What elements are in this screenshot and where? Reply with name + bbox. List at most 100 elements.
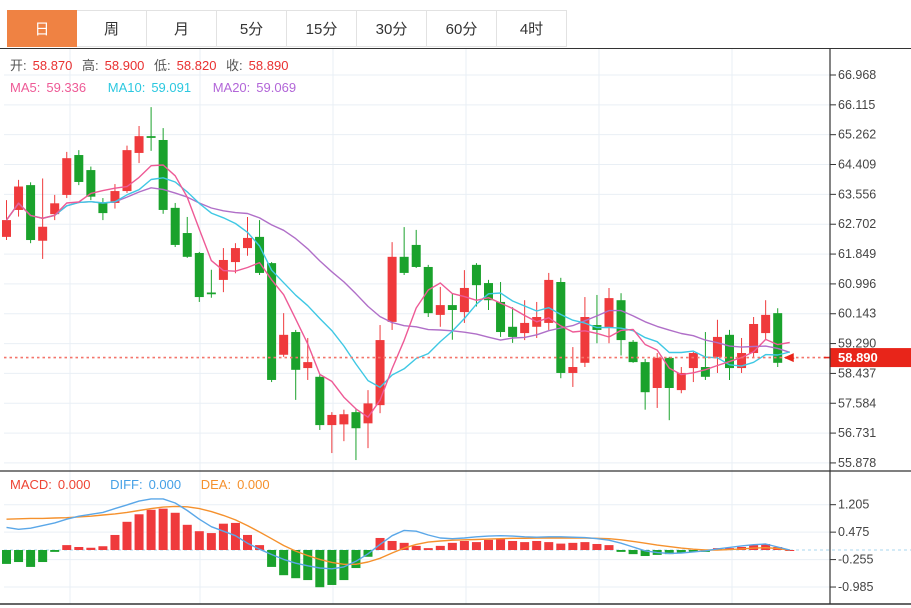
kline-chart[interactable]: 66.968 66.115 65.262 64.409 63.556 62.702 61.8… [0,48,911,608]
price-tick-label: 59.290 [838,337,876,351]
candle-body [387,256,397,322]
price-tick-label: 56.731 [838,426,876,440]
high-value: 58.900 [104,58,145,73]
candle-body [773,313,783,363]
macd-hist-bar [279,550,289,576]
macd-hist-bar [592,543,602,550]
candle-body [315,376,325,426]
candle-body [737,353,747,369]
tab-周[interactable]: 周 [77,10,147,47]
macd-hist-bar [110,534,120,550]
ma20-line [5,187,790,353]
macd-hist-bar [471,542,481,550]
diff-value: 0.000 [148,477,182,492]
macd-hist-bar [339,550,349,581]
last-price-badge-text: 58.890 [838,350,878,365]
low-value: 58.820 [176,58,217,73]
candle-body [411,244,421,267]
macd-hist-bar [616,550,626,552]
macd-hist-bar [459,540,469,550]
candle-body [435,305,445,315]
candle-body [351,412,361,429]
tab-日[interactable]: 日 [7,10,77,47]
macd-hist-bar [411,545,421,550]
ma-info-row: MA5: 59.336 MA10: 59.091 MA20: 59.069 [10,80,302,95]
macd-hist-bar [664,550,674,555]
price-tick-label: 57.584 [838,396,876,410]
candle-body [508,326,518,337]
candle-body [206,292,216,295]
ma5-value: 59.336 [46,80,87,95]
candle-body [170,207,180,245]
candle-body [327,414,337,426]
macd-hist-bar [387,540,397,550]
macd-hist-bar [218,523,228,550]
price-tick-label: 66.968 [838,68,876,82]
macd-hist-bar [26,550,36,567]
macd-hist-bar [98,546,108,550]
tab-4时[interactable]: 4时 [497,10,567,47]
candle-body [544,279,554,323]
macd-hist-bar [676,550,686,554]
tab-60分[interactable]: 60分 [427,10,497,47]
candle-body [712,336,722,357]
macd-hist-bar [544,542,554,550]
macd-hist-bar [520,542,530,550]
macd-hist-bar [556,543,566,550]
macd-hist-bar [532,540,542,550]
candle-body [604,298,614,328]
ma5-line [5,164,790,418]
macd-hist-bar [267,550,277,567]
candle-body [303,362,313,369]
macd-hist-bar [640,550,650,557]
price-tick-label: 58.437 [838,366,876,380]
macd-hist-bar [38,550,48,563]
candle-body [182,233,192,257]
macd-hist-bar [447,542,457,550]
timeframe-tab-bar: 日周月 5分 15分 30分 60分 4时 [0,0,911,48]
macd-label: MACD: [10,477,52,492]
macd-hist-bar [170,512,180,550]
macd-hist-bar [580,542,590,550]
candle-body [339,414,349,425]
close-label: 收: [226,58,243,73]
macd-hist-bar [122,521,132,550]
candle-body [50,203,60,215]
tab-15分[interactable]: 15分 [287,10,357,47]
candle-body [110,191,120,203]
tab-月[interactable]: 月 [147,10,217,47]
last-price-badge[interactable] [830,348,911,368]
macd-hist-bar [74,546,84,550]
macd-tick-label: -0.985 [838,580,873,594]
macd-hist-bar [134,514,144,550]
ma5-label: MA5: [10,80,41,95]
candle-body [146,136,156,138]
candle-body [496,301,506,333]
candle-body [749,323,759,354]
candle-body [447,305,457,310]
macd-hist-bar [568,542,578,550]
price-tick-label: 61.849 [838,247,876,261]
macd-tick-label: 1.205 [838,498,869,512]
macd-hist-bar [146,509,156,550]
candle-body [74,155,84,182]
macd-hist-bar [688,550,698,552]
ma10-line [5,177,790,388]
price-tick-label: 65.262 [838,128,876,142]
macd-hist-bar [628,550,638,555]
macd-hist-bar [761,543,771,550]
candle-body [616,300,626,341]
macd-hist-bar [435,545,445,550]
candle-body [134,136,144,153]
candle-body [291,332,301,370]
candle-body [375,340,385,406]
macd-hist-bar [423,548,433,550]
last-price-arrow [783,353,794,363]
candle-body [363,403,373,424]
macd-hist-bar [291,550,301,579]
price-tick-label: 55.878 [838,456,876,470]
macd-value: 0.000 [57,477,91,492]
tab-30分[interactable]: 30分 [357,10,427,47]
tab-5分[interactable]: 5分 [217,10,287,47]
macd-hist-bar [785,550,795,551]
